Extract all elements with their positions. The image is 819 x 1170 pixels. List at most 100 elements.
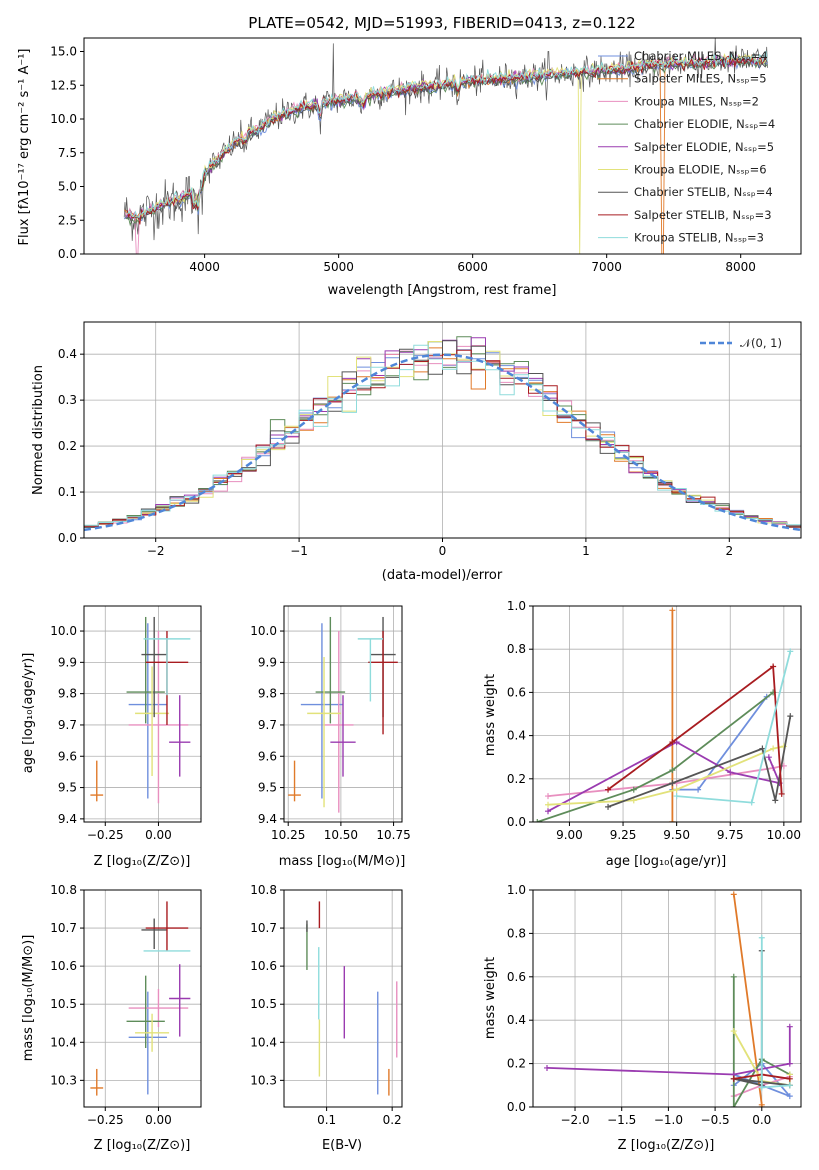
x-tick-label: −1	[290, 544, 308, 558]
x-tick-label: 9.25	[610, 828, 637, 842]
y-tick-label: 1.0	[507, 599, 526, 613]
legend-label-5: Salpeter ELODIE, Nₛₛₚ=5	[634, 140, 774, 154]
weight-marker	[786, 1060, 793, 1067]
residual-histogram-panel: −2 −1 0 1 2 0.0 0.1 0.2 0.3 0.4 (data-model)/erro…	[31, 321, 802, 583]
x-tick-label: 0.1	[317, 1113, 336, 1127]
error-bars	[306, 901, 398, 1096]
weight-marker	[630, 797, 637, 804]
y-tick-label: 9.5	[258, 781, 277, 795]
y-tick-label: 10.8	[250, 883, 277, 897]
x-tick-label: 0.0	[752, 1113, 771, 1127]
y-tick-label: 0.4	[58, 347, 77, 361]
weight-vs-z-y-label: mass weight	[483, 957, 498, 1039]
y-tick-label: 0.0	[58, 531, 77, 545]
y-tick-label: 0.2	[507, 1057, 526, 1071]
x-tick-label: −0.25	[87, 1113, 124, 1127]
x-tick-label: 0.2	[383, 1113, 402, 1127]
weight-marker	[730, 973, 737, 980]
y-tick-label: 0.8	[507, 642, 526, 656]
weight-marker	[786, 1075, 793, 1082]
y-tick-label: 10.0	[50, 624, 77, 638]
y-tick-label: 7.5	[58, 146, 77, 160]
x-tick-label: 7000	[591, 260, 622, 274]
y-tick-label: 0.2	[58, 439, 77, 453]
spectrum-legend: Chabrier MILES, Nₛₛₚ=4 Salpeter MILES, Nₛ…	[598, 49, 775, 245]
x-tick-label: 8000	[725, 260, 756, 274]
weight-marker	[545, 801, 552, 808]
weight-marker	[730, 1028, 737, 1035]
weight-lines	[544, 891, 793, 1107]
x-tick-label: 9.50	[663, 828, 690, 842]
weight-marker	[730, 1104, 737, 1107]
y-tick-label: 0.6	[507, 685, 526, 699]
y-tick-label: 10.8	[50, 883, 77, 897]
x-tick-label: 0.00	[145, 1113, 172, 1127]
y-tick-label: 10.4	[50, 1035, 77, 1049]
legend-label-8: Salpeter STELIB, Nₛₛₚ=3	[634, 208, 772, 222]
weight-vs-age-x-label: age [log₁₀(age/yr)]	[606, 854, 727, 869]
axes-frame	[83, 321, 802, 539]
y-tick-label: 10.0	[250, 624, 277, 638]
y-tick-label: 0.4	[507, 729, 526, 743]
y-tick-label: 0.0	[58, 247, 77, 261]
weight-vs-metallicity-panel: −2.0 −1.5 −1.0 −0.5 0.0 0.0 0.2 0.4 0.6 0.8 1.0 Z …	[483, 883, 802, 1153]
spectrum-lines	[123, 38, 768, 254]
mass-vs-ebv-x-label: E(B-V)	[322, 1138, 362, 1153]
weight-series-line-8	[607, 664, 783, 794]
residual-y-label: Normed distribution	[31, 365, 46, 495]
error-bars	[288, 616, 398, 813]
age-vs-z-y-label: age [log₁₀(age/yr)]	[21, 653, 36, 774]
y-tick-label: 0.6	[507, 970, 526, 984]
weight-marker	[669, 739, 676, 746]
legend-label-7: Chabrier STELIB, Nₛₛₚ=4	[634, 185, 773, 199]
residual-x-label: (data-model)/error	[382, 568, 503, 583]
y-tick-label: 10.4	[250, 1035, 277, 1049]
spectrum-panel: PLATE=0542, MJD=51993, FIBERID=0413, z=0…	[17, 14, 802, 298]
y-tick-label: 0.2	[507, 772, 526, 786]
legend-label-3: Kroupa MILES, Nₛₛₚ=2	[634, 94, 759, 108]
weight-marker	[630, 786, 637, 793]
legend-label-1: Chabrier MILES, Nₛₛₚ=4	[634, 49, 768, 63]
weight-marker	[758, 1084, 765, 1091]
y-tick-label: 9.7	[58, 718, 77, 732]
y-tick-label: 9.4	[58, 812, 77, 826]
histogram-steps	[84, 336, 801, 532]
x-tick-label: 9.00	[556, 828, 583, 842]
axes-frame	[532, 889, 802, 1108]
normal-curve-legend-label: 𝒩(0, 1)	[740, 336, 782, 350]
weight-vs-z-x-label: Z [log₁₀(Z/Z⊙)]	[618, 1138, 715, 1153]
weight-marker	[727, 769, 734, 776]
histogram-series-9	[84, 344, 801, 526]
axes-frame	[83, 37, 802, 255]
y-tick-label: 5.0	[58, 180, 77, 194]
x-tick-label: −2.0	[560, 1113, 589, 1127]
axes-frame	[83, 889, 202, 1108]
x-tick-label: 10.75	[376, 828, 410, 842]
weight-marker	[695, 786, 702, 793]
y-tick-label: 0.0	[507, 1100, 526, 1114]
x-tick-label: 0.00	[145, 828, 172, 842]
y-tick-label: 12.5	[50, 78, 77, 92]
y-tick-label: 0.3	[58, 393, 77, 407]
y-tick-label: 10.5	[250, 997, 277, 1011]
weight-marker	[748, 799, 755, 806]
y-tick-label: 10.7	[50, 921, 77, 935]
spectrum-y-label: Flux [fλ10⁻¹⁷ erg cm⁻² s⁻¹ A⁻¹]	[17, 49, 32, 246]
y-tick-label: 0.1	[58, 485, 77, 499]
legend-label-2: Salpeter MILES, Nₛₛₚ=5	[634, 72, 767, 86]
mass-vs-ebv-panel: 0.1 0.2 10.3 10.4 10.5 10.6 10.7 10.8 E(B-V)	[250, 883, 403, 1153]
weight-marker	[730, 891, 737, 898]
x-tick-label: 5000	[323, 260, 354, 274]
weight-marker	[759, 745, 766, 752]
x-tick-label: 10.25	[271, 828, 305, 842]
mass-vs-z-y-label: mass [log₁₀(M/M⊙)]	[21, 935, 36, 1062]
weight-marker	[545, 793, 552, 800]
y-tick-label: 10.3	[50, 1073, 77, 1087]
x-tick-label: 1	[582, 544, 590, 558]
weight-marker	[787, 713, 794, 720]
weight-marker	[545, 808, 552, 815]
x-tick-label: −2	[147, 544, 165, 558]
y-tick-label: 10.0	[50, 112, 77, 126]
y-tick-label: 9.8	[258, 687, 277, 701]
